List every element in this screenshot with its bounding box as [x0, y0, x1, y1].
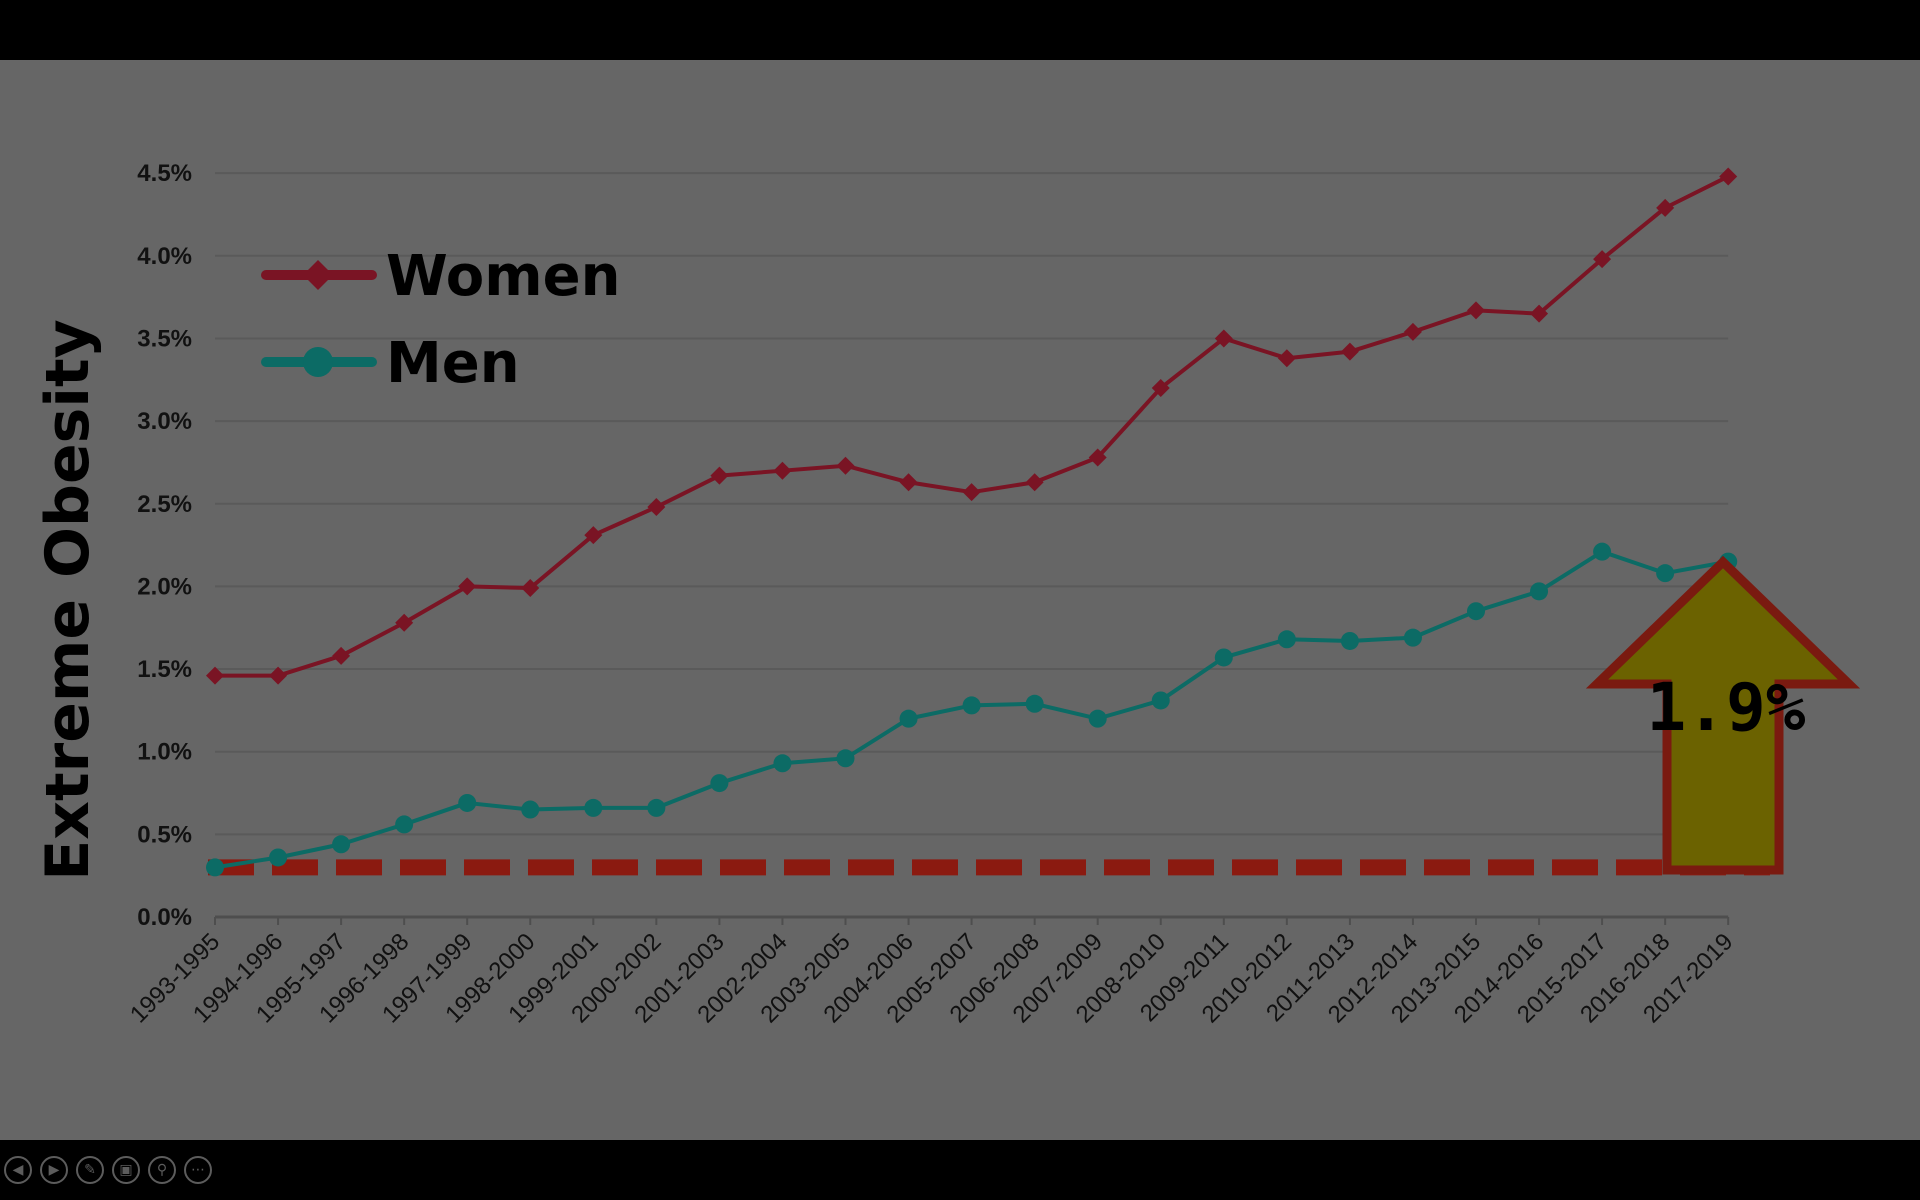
previous-icon[interactable]: ◀ — [4, 1156, 32, 1184]
data-point — [1151, 691, 1170, 710]
data-point — [521, 579, 540, 598]
data-point — [1593, 542, 1612, 561]
data-point — [521, 800, 540, 819]
data-point — [710, 466, 729, 485]
y-tick-label: 3.0% — [137, 408, 192, 435]
data-point — [1088, 448, 1107, 467]
more-icon[interactable]: ⋯ — [184, 1156, 212, 1184]
slides-icon[interactable]: ▣ — [112, 1156, 140, 1184]
series-men — [206, 542, 1738, 877]
x-tick-labels: 1993-19951994-19961995-19971996-19981997… — [125, 917, 1738, 1028]
data-point — [1593, 250, 1612, 269]
data-point — [1025, 694, 1044, 713]
data-point — [1656, 198, 1675, 217]
y-tick-label: 1.5% — [137, 656, 192, 683]
y-tick-label: 0.0% — [137, 904, 192, 931]
data-point — [332, 835, 351, 854]
data-point — [269, 666, 288, 685]
data-point — [584, 526, 603, 545]
data-point — [647, 798, 666, 817]
series-lines — [206, 167, 1738, 877]
increase-label: 1.9% — [1647, 669, 1806, 746]
data-point — [1530, 304, 1549, 323]
y-tick-label: 2.0% — [137, 573, 192, 600]
data-point — [899, 709, 918, 728]
data-point — [1340, 342, 1359, 361]
data-point — [332, 646, 351, 665]
y-tick-labels: 0.0% 0.5% 1.0% 1.5% 2.0% 2.5% 3.0% 3.5% 4.0% 4.5% — [137, 160, 192, 931]
y-tick-label: 3.5% — [137, 325, 192, 352]
legend-marker — [303, 260, 333, 290]
next-icon[interactable]: ▶ — [40, 1156, 68, 1184]
data-point — [269, 848, 288, 867]
legend: Women Men — [261, 244, 620, 396]
increase-arrow: 1.9% — [1585, 555, 1861, 875]
data-point — [773, 461, 792, 480]
pen-icon[interactable]: ✎ — [76, 1156, 104, 1184]
data-point — [1025, 473, 1044, 492]
legend-item-women: Women — [261, 244, 620, 309]
y-tick-label: 0.5% — [137, 821, 192, 848]
data-point — [1467, 602, 1485, 621]
increase-arrow-shape — [1585, 555, 1861, 875]
y-tick-label: 1.0% — [137, 739, 192, 766]
data-point — [1467, 301, 1485, 320]
legend-label: Women — [386, 244, 620, 309]
data-point — [1277, 630, 1296, 649]
data-point — [1214, 648, 1233, 667]
legend-item-men: Men — [261, 331, 520, 396]
data-point — [710, 774, 729, 793]
y-tick-label: 4.0% — [137, 243, 192, 270]
data-point — [1151, 379, 1170, 398]
data-point — [1277, 349, 1296, 368]
data-point — [773, 754, 792, 773]
data-point — [1530, 582, 1549, 601]
chart: 0.0% 0.5% 1.0% 1.5% 2.0% 2.5% 3.0% 3.5% 4.0% 4.5%… — [33, 160, 1861, 1028]
data-point — [206, 666, 224, 685]
data-point — [836, 749, 855, 768]
y-axis-label: Extreme Obesity — [33, 319, 103, 880]
zoom-icon[interactable]: ⚲ — [148, 1156, 176, 1184]
data-point — [836, 456, 855, 475]
data-point — [1719, 167, 1738, 186]
y-tick-label: 4.5% — [137, 160, 192, 187]
legend-label: Men — [386, 331, 520, 396]
data-point — [1088, 709, 1107, 728]
data-point — [458, 793, 477, 812]
slideshow-controls: ◀ ▶ ✎ ▣ ⚲ ⋯ — [4, 1156, 212, 1186]
data-point — [1656, 564, 1675, 583]
data-point — [1340, 631, 1359, 650]
grid — [215, 172, 1729, 919]
data-point — [206, 858, 224, 877]
data-point — [962, 483, 981, 502]
data-point — [395, 613, 414, 632]
slide: 0.0% 0.5% 1.0% 1.5% 2.0% 2.5% 3.0% 3.5% 4.0% 4.5%… — [0, 60, 1920, 1184]
data-point — [395, 815, 414, 834]
series-women — [206, 167, 1738, 685]
data-point — [1403, 322, 1422, 341]
y-tick-label: 2.5% — [137, 491, 192, 518]
data-point — [458, 577, 477, 596]
data-point — [584, 798, 603, 817]
legend-marker — [303, 347, 333, 377]
data-point — [962, 696, 981, 715]
data-point — [1403, 628, 1422, 647]
data-point — [647, 498, 666, 517]
data-point — [1214, 329, 1233, 348]
data-point — [899, 473, 918, 492]
